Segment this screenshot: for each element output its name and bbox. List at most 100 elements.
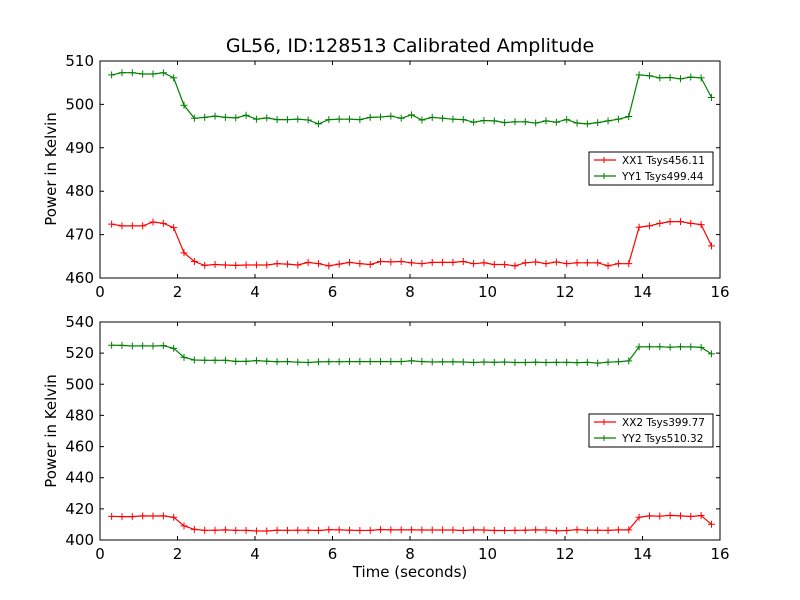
data-point xyxy=(573,526,581,534)
data-point xyxy=(470,118,478,126)
y-tick-label: 480 xyxy=(65,182,94,200)
data-point xyxy=(439,526,447,534)
data-point xyxy=(242,526,250,534)
data-point xyxy=(273,116,281,124)
data-point xyxy=(149,512,157,520)
data-point xyxy=(408,526,416,534)
data-point xyxy=(387,112,395,120)
data-point xyxy=(645,72,653,80)
data-point xyxy=(377,113,385,121)
data-point xyxy=(563,260,571,268)
data-point xyxy=(511,358,519,366)
data-point xyxy=(294,261,302,269)
data-point xyxy=(656,74,664,82)
data-point xyxy=(397,114,405,122)
data-point xyxy=(459,116,467,124)
data-point xyxy=(470,260,478,268)
data-point xyxy=(170,344,178,352)
data-point xyxy=(408,111,416,119)
x-tick-label: 4 xyxy=(250,545,260,563)
legend-label: YY2 Tsys510.32 xyxy=(621,433,703,445)
data-point xyxy=(190,356,198,364)
data-point xyxy=(221,356,229,364)
data-point xyxy=(697,512,705,520)
y-tick-label: 500 xyxy=(65,95,94,113)
data-point xyxy=(604,358,612,366)
data-point xyxy=(604,526,612,534)
data-point xyxy=(201,113,209,121)
data-point xyxy=(656,343,664,351)
data-point xyxy=(201,356,209,364)
data-point xyxy=(180,522,188,530)
y-tick-label: 500 xyxy=(65,375,94,393)
data-point xyxy=(594,359,602,367)
data-point xyxy=(366,261,374,269)
data-point xyxy=(252,261,260,269)
data-point xyxy=(666,218,674,226)
data-point xyxy=(356,527,364,535)
data-point xyxy=(377,526,385,534)
data-point xyxy=(314,260,322,268)
x-tick-label: 4 xyxy=(250,283,260,301)
data-point xyxy=(532,526,540,534)
data-point xyxy=(480,526,488,534)
data-point xyxy=(118,69,126,77)
data-point xyxy=(635,223,643,231)
data-point xyxy=(159,512,167,520)
chart-title: GL56, ID:128513 Calibrated Amplitude xyxy=(226,35,594,57)
x-tick-label: 10 xyxy=(478,545,497,563)
data-point xyxy=(252,357,260,365)
data-point xyxy=(346,115,354,123)
data-point xyxy=(377,358,385,366)
data-point xyxy=(614,526,622,534)
data-point xyxy=(614,358,622,366)
data-point xyxy=(625,526,633,534)
data-point xyxy=(314,527,322,535)
data-point xyxy=(397,526,405,534)
data-point xyxy=(459,527,467,535)
data-point xyxy=(283,526,291,534)
data-point xyxy=(428,258,436,266)
data-point xyxy=(118,222,126,230)
data-point xyxy=(532,358,540,366)
data-point xyxy=(118,513,126,521)
x-tick-label: 8 xyxy=(405,283,415,301)
data-point xyxy=(645,222,653,230)
data-point xyxy=(356,260,364,268)
legend-box xyxy=(588,151,714,186)
data-point xyxy=(263,261,271,269)
data-point xyxy=(676,218,684,226)
data-point xyxy=(449,526,457,534)
data-point xyxy=(335,526,343,534)
data-point xyxy=(108,220,116,228)
data-point xyxy=(594,526,602,534)
data-point xyxy=(294,115,302,123)
data-point xyxy=(687,512,695,520)
data-point xyxy=(190,258,198,266)
data-point xyxy=(242,357,250,365)
data-point xyxy=(304,526,312,534)
data-point xyxy=(449,358,457,366)
data-point xyxy=(263,357,271,365)
data-point xyxy=(604,262,612,270)
data-point xyxy=(480,259,488,267)
data-point xyxy=(635,343,643,351)
y-tick-label: 470 xyxy=(65,226,94,244)
data-point xyxy=(583,120,591,128)
y-tick-label: 420 xyxy=(65,500,94,518)
data-point xyxy=(459,358,467,366)
data-point xyxy=(346,258,354,266)
data-point xyxy=(149,218,157,226)
data-point xyxy=(439,358,447,366)
data-point xyxy=(583,259,591,267)
data-point xyxy=(335,358,343,366)
legend-marker xyxy=(601,435,607,441)
data-point xyxy=(439,258,447,266)
data-point xyxy=(139,342,147,350)
x-tick-label: 6 xyxy=(328,545,338,563)
data-point xyxy=(170,74,178,82)
x-tick-label: 12 xyxy=(555,545,574,563)
data-point xyxy=(552,358,560,366)
data-point xyxy=(542,260,550,268)
